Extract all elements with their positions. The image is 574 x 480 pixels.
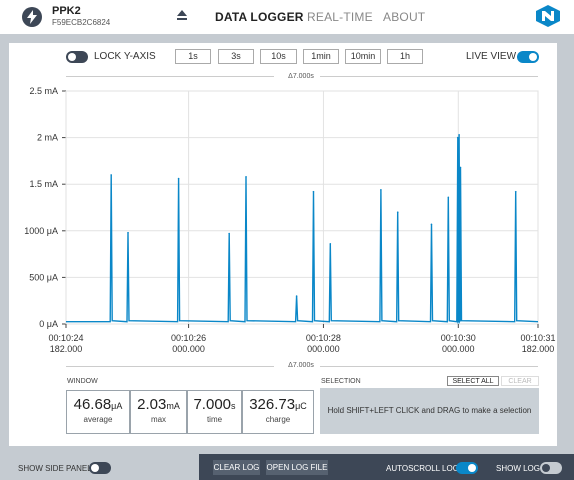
spike-point bbox=[459, 166, 462, 169]
spike-point bbox=[127, 231, 129, 234]
selection-hint: Hold SHIFT+LEFT CLICK and DRAG to make a… bbox=[320, 388, 539, 434]
stat-time-value: 7.000 bbox=[193, 396, 232, 413]
stat-charge-name: charge bbox=[265, 415, 291, 424]
lock-y-axis-toggle[interactable] bbox=[66, 51, 88, 63]
bottom-log-bar bbox=[199, 454, 574, 480]
selection-label: SELECTION bbox=[321, 378, 361, 385]
top-bar: PPK2 F59ECB2C6824 DATA LOGGER REAL-TIME … bbox=[0, 0, 574, 34]
x-tick-label: 00:10:30 bbox=[441, 333, 476, 343]
select-all-button[interactable]: SELECT ALL bbox=[447, 376, 499, 386]
clear-selection-button[interactable]: CLEAR bbox=[501, 376, 539, 386]
y-tick-label: 2.5 mA bbox=[29, 86, 58, 96]
spike-point bbox=[177, 177, 180, 180]
x-tick-label: 00:10:31 bbox=[520, 333, 555, 343]
series-line bbox=[66, 134, 539, 325]
stat-average-value: 46.68 bbox=[73, 396, 112, 413]
window-1min-button[interactable]: 1min bbox=[303, 49, 339, 64]
show-side-panel-toggle[interactable] bbox=[89, 462, 111, 474]
x-tick-label: 00:10:28 bbox=[306, 333, 341, 343]
open-log-file-button[interactable]: OPEN LOG FILE bbox=[266, 460, 328, 475]
device-name[interactable]: PPK2 bbox=[52, 5, 81, 17]
spike-point bbox=[447, 196, 450, 199]
stat-max-value: 2.03 bbox=[137, 396, 167, 413]
window-stats-label: WINDOW bbox=[67, 378, 98, 385]
tab-about[interactable]: ABOUT bbox=[383, 10, 426, 24]
spike-point bbox=[514, 190, 517, 193]
spike-point bbox=[245, 175, 247, 178]
y-tick-label: 2 mA bbox=[37, 133, 58, 143]
delta-bottom-line-left bbox=[66, 366, 274, 367]
show-log-toggle[interactable] bbox=[540, 462, 562, 474]
stat-max-name: max bbox=[150, 415, 167, 424]
delta-top-label: Δ7.000s bbox=[288, 73, 314, 80]
show-log-label: SHOW LOG bbox=[496, 464, 541, 473]
spike-point bbox=[456, 136, 459, 139]
y-tick-label: 1000 μA bbox=[24, 226, 58, 236]
spike-point bbox=[312, 190, 315, 193]
window-1h-button[interactable]: 1h bbox=[387, 49, 423, 64]
x-tick-sublabel: 182.000 bbox=[50, 344, 83, 354]
spike-point bbox=[110, 174, 112, 176]
spike-point bbox=[228, 232, 230, 235]
x-tick-sublabel: 000.000 bbox=[307, 344, 340, 354]
lightning-icon bbox=[27, 10, 37, 24]
window-10min-button[interactable]: 10min bbox=[345, 49, 381, 64]
stat-average: 46.68μA average bbox=[66, 390, 130, 434]
x-tick-label: 00:10:26 bbox=[171, 333, 206, 343]
autoscroll-log-label: AUTOSCROLL LOG bbox=[386, 464, 459, 473]
nordic-logo-icon bbox=[536, 5, 560, 27]
spike-point bbox=[430, 223, 433, 226]
stat-average-unit: μA bbox=[111, 401, 123, 411]
stat-charge: 326.73μC charge bbox=[242, 390, 314, 434]
stat-time-name: time bbox=[206, 415, 223, 424]
x-tick-label: 00:10:24 bbox=[48, 333, 83, 343]
window-10s-button[interactable]: 10s bbox=[260, 49, 297, 64]
show-side-panel-label: SHOW SIDE PANEL bbox=[18, 464, 92, 473]
x-tick-sublabel: 182.000 bbox=[522, 344, 555, 354]
y-tick-label: 500 μA bbox=[29, 272, 58, 282]
tab-real-time[interactable]: REAL-TIME bbox=[307, 10, 373, 24]
stat-time-unit: s bbox=[231, 401, 236, 411]
live-view-toggle[interactable] bbox=[517, 51, 539, 63]
plot-area bbox=[65, 90, 539, 325]
autoscroll-log-toggle[interactable] bbox=[456, 462, 478, 474]
x-tick-sublabel: 000.000 bbox=[442, 344, 475, 354]
lock-y-axis-label: LOCK Y-AXIS bbox=[94, 51, 156, 62]
window-3s-button[interactable]: 3s bbox=[218, 49, 254, 64]
spike-point bbox=[380, 188, 382, 191]
stat-average-name: average bbox=[83, 415, 113, 424]
device-serial: F59ECB2C6824 bbox=[52, 18, 111, 27]
eject-icon[interactable] bbox=[177, 10, 187, 20]
y-tick-label: 1.5 mA bbox=[29, 179, 58, 189]
delta-bottom-line-right bbox=[320, 366, 538, 367]
spike-point bbox=[329, 243, 332, 245]
delta-top-line-right bbox=[320, 76, 538, 77]
stat-charge-unit: μC bbox=[295, 401, 307, 411]
stat-max: 2.03mA max bbox=[130, 390, 187, 434]
delta-top-line-left bbox=[66, 76, 274, 77]
live-view-label: LIVE VIEW bbox=[466, 51, 517, 62]
clear-log-button[interactable]: CLEAR LOG bbox=[213, 460, 260, 475]
stat-charge-value: 326.73 bbox=[249, 396, 296, 413]
stat-max-unit: mA bbox=[166, 401, 180, 411]
spike-point bbox=[396, 211, 399, 213]
spike-point bbox=[458, 134, 460, 136]
chart-panel bbox=[9, 43, 557, 446]
x-tick-sublabel: 000.000 bbox=[172, 344, 205, 354]
device-icon[interactable] bbox=[22, 7, 42, 27]
delta-bottom-label: Δ7.000s bbox=[288, 362, 314, 369]
y-tick-label: 0 μA bbox=[39, 319, 58, 329]
tab-data-logger[interactable]: DATA LOGGER bbox=[215, 10, 304, 24]
spike-point bbox=[295, 295, 298, 297]
window-1s-button[interactable]: 1s bbox=[175, 49, 211, 64]
stat-time: 7.000s time bbox=[187, 390, 242, 434]
